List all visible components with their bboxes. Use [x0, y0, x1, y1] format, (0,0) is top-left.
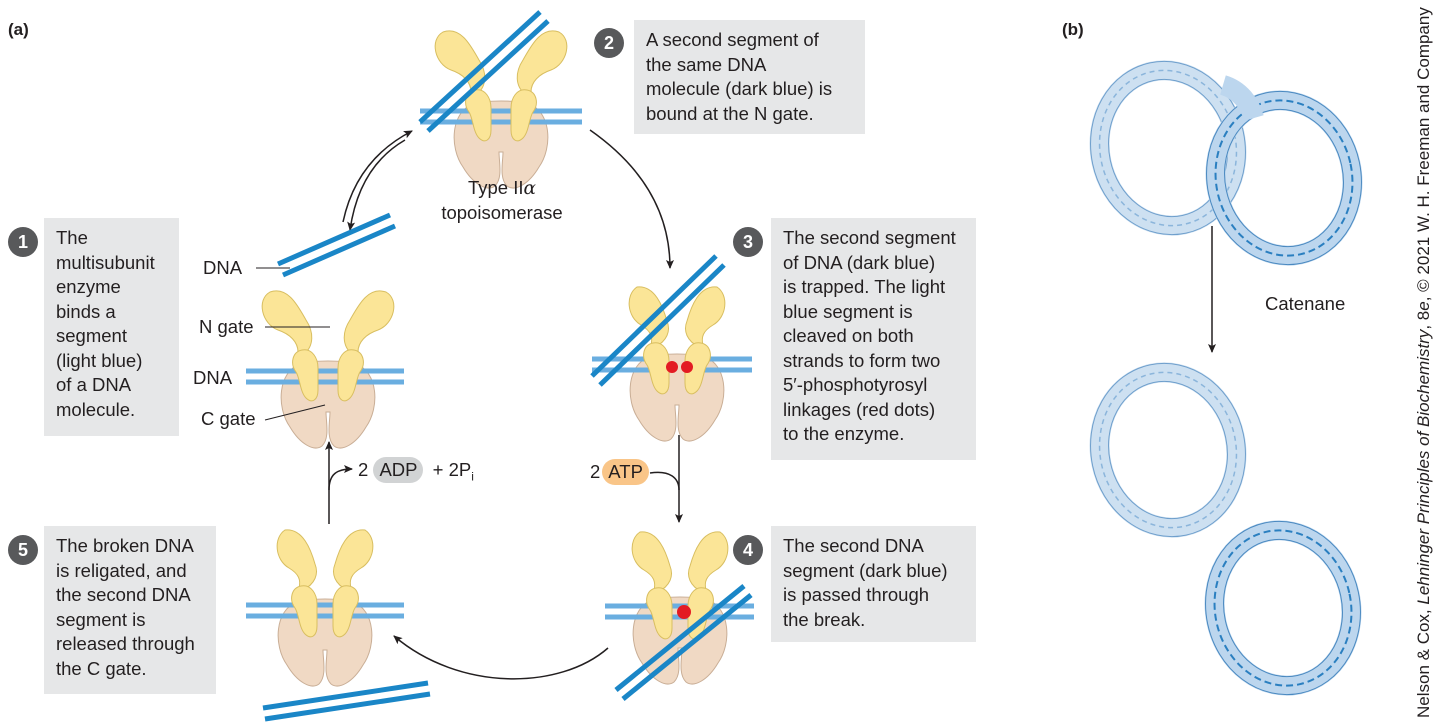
step-1-number: 1	[8, 227, 38, 257]
atp-count: 2	[590, 461, 601, 482]
enzyme-state-2	[418, 10, 582, 189]
arrow-2-to-3	[589, 129, 674, 269]
adp-count: 2	[358, 459, 369, 480]
copyright-credit: Nelson & Cox, Lehninger Principles of Bi…	[1414, 7, 1434, 718]
step-5-text: The broken DNA is religated, and the sec…	[44, 526, 216, 694]
arrow-1-to-2	[342, 130, 413, 223]
atp-branch	[649, 471, 680, 491]
enzyme-state-4	[605, 531, 754, 701]
step-1-text: The multisubunit enzyme binds a segment …	[44, 218, 179, 436]
step-3-text: The second segment of DNA (dark blue) is…	[771, 218, 976, 460]
label-enzyme-topoisomerase: topoisomerase	[441, 202, 563, 223]
label-adp-pi: 2 ADP + 2Pi	[358, 457, 474, 484]
separated-ring-2	[1190, 507, 1377, 709]
credit-edition: e	[1414, 301, 1433, 311]
red-dot-4	[677, 605, 691, 619]
credit-mid: , 8	[1414, 310, 1433, 330]
credit-post: , © 2021 W. H. Freeman and Company	[1414, 7, 1433, 302]
dark-dna-5	[262, 680, 431, 722]
label-atp: 2 ATP	[590, 459, 649, 485]
step-2-number: 2	[594, 28, 624, 58]
arrow-2-to-1	[347, 139, 406, 231]
dark-dna-1	[276, 212, 397, 278]
enzyme-state-1	[246, 212, 404, 449]
atp-badge: ATP	[602, 459, 649, 485]
panel-label-b: (b)	[1062, 20, 1084, 39]
red-dot-3b	[681, 361, 693, 373]
step-4-number: 4	[733, 535, 763, 565]
arrow-4-to-5	[393, 635, 609, 680]
light-dna-1	[246, 368, 404, 385]
label-enzyme: Type IIα topoisomerase	[436, 176, 568, 225]
pi-subscript: i	[471, 469, 474, 484]
adp-badge: ADP	[373, 457, 424, 483]
label-enzyme-type: Type II	[467, 177, 524, 198]
label-enzyme-alpha: α	[523, 178, 537, 199]
pi-label: + 2P	[432, 459, 472, 480]
label-dna-mid: DNA	[193, 367, 233, 388]
leader-c-gate	[264, 404, 326, 421]
panel-label-a: (a)	[8, 20, 29, 39]
label-dna-top: DNA	[203, 257, 243, 278]
dark-dna-3	[590, 254, 726, 387]
separated-ring-1	[1075, 349, 1262, 551]
step-4-text: The second DNA segment (dark blue) is pa…	[771, 526, 976, 642]
label-catenane: Catenane	[1265, 293, 1346, 314]
step-3-number: 3	[733, 227, 763, 257]
enzyme-state-5	[246, 529, 431, 722]
label-n-gate: N gate	[199, 316, 254, 337]
step-2-text: A second segment of the same DNA molecul…	[634, 20, 865, 134]
step-5-number: 5	[8, 535, 38, 565]
light-dna-5	[246, 602, 404, 619]
enzyme-state-3	[590, 254, 752, 442]
credit-pre: Nelson & Cox,	[1414, 604, 1433, 718]
label-c-gate: C gate	[201, 408, 256, 429]
credit-title: Lehninger Principles of Biochemistry	[1414, 329, 1433, 605]
dark-dna-4	[614, 584, 753, 701]
catenane-overlap	[1219, 75, 1264, 122]
red-dot-3a	[666, 361, 678, 373]
adp-branch	[328, 465, 353, 491]
dark-dna-2	[418, 10, 550, 133]
